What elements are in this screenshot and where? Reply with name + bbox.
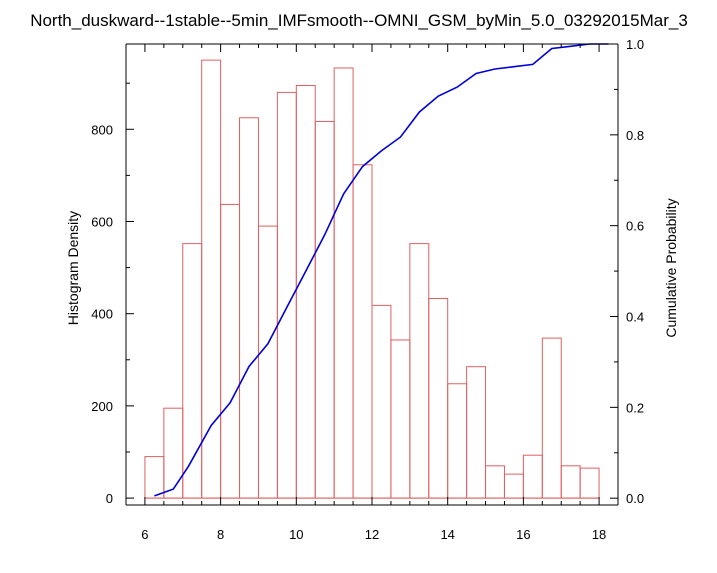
x-tick-label: 10 <box>289 527 303 542</box>
x-tick-label: 16 <box>516 527 530 542</box>
histogram-bar <box>503 473 524 499</box>
cumulative-curve <box>154 43 609 497</box>
histogram-bar <box>257 225 278 499</box>
histogram-bar <box>371 304 392 499</box>
y-tick-label: 400 <box>91 307 113 322</box>
histogram-bar <box>352 164 373 499</box>
y2-tick-label: 0.8 <box>626 128 644 143</box>
histogram-bar <box>144 456 165 499</box>
y2-tick-label: 0.0 <box>626 491 644 506</box>
chart-title: North_duskward--1stable--5min_IMFsmooth-… <box>30 11 688 30</box>
histogram-bar <box>428 297 449 499</box>
x-tick-label: 8 <box>217 527 224 542</box>
y-axis-label: Histogram Density <box>65 211 81 325</box>
y2-tick-label: 0.2 <box>626 400 644 415</box>
y2-axis-label: Cumulative Probability <box>663 198 679 337</box>
histogram-bar <box>447 383 468 499</box>
histogram-bar <box>163 407 184 499</box>
y2-tick-label: 0.4 <box>626 310 644 325</box>
y-tick-label: 600 <box>91 214 113 229</box>
histogram-bar <box>522 454 543 499</box>
histogram-bar <box>390 339 411 499</box>
y2-tick-label: 1.0 <box>626 37 644 52</box>
histogram-bar <box>239 117 259 499</box>
x-tick-label: 18 <box>592 527 606 542</box>
histogram-bar <box>579 467 600 499</box>
histogram-bar <box>466 366 487 499</box>
histogram-bar <box>485 465 505 499</box>
histogram-bar <box>333 67 354 499</box>
histogram-bar <box>560 465 581 499</box>
histogram-bar <box>314 120 335 499</box>
histogram-bars <box>144 59 600 499</box>
y2-tick-label: 0.6 <box>626 219 644 234</box>
x-tick-label: 14 <box>440 527 454 542</box>
y-tick-label: 800 <box>91 122 113 137</box>
x-tick-label: 6 <box>141 527 148 542</box>
histogram-bar <box>541 337 562 499</box>
x-tick-label: 12 <box>365 527 379 542</box>
histogram-bar <box>409 243 430 499</box>
cumulative-line <box>154 43 609 497</box>
y-tick-label: 0 <box>106 491 113 506</box>
y-tick-label: 200 <box>91 399 113 414</box>
histogram-bar <box>220 203 241 499</box>
plot-axes: 6 8 10 12 14 16 18 0 200 400 600 800 0.0 0.2 0.4 0.6 0.8… <box>91 37 644 542</box>
histogram-bar <box>295 84 316 499</box>
histogram-bar <box>201 59 222 499</box>
